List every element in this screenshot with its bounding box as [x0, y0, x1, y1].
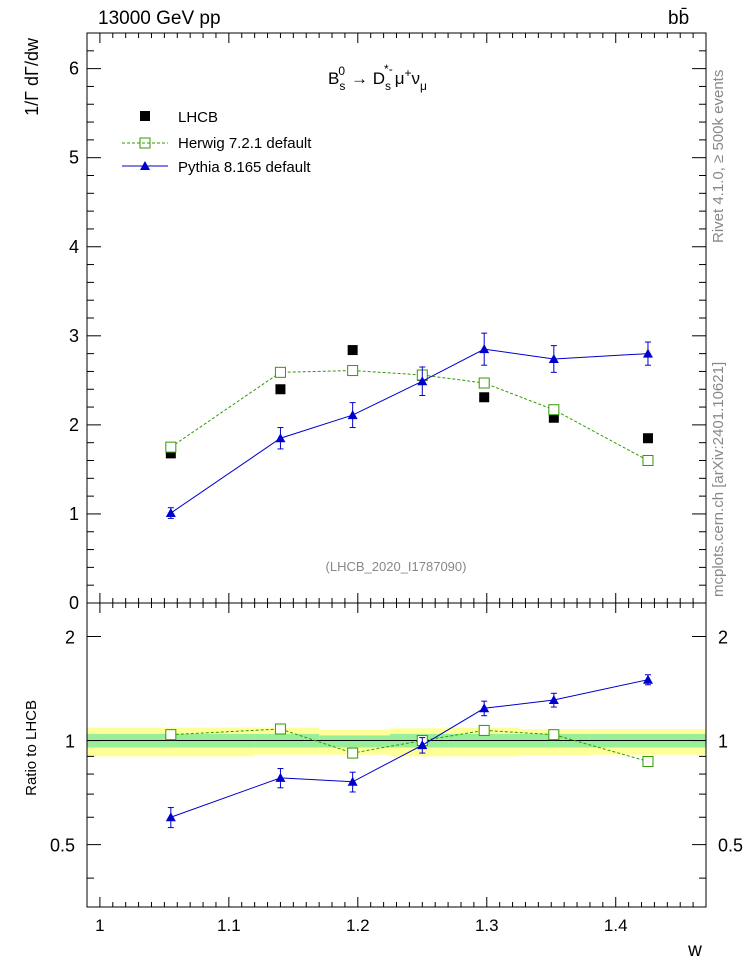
ratio-uncertainty-bands [87, 727, 706, 757]
legend-pythia-marker [140, 161, 150, 170]
main-lhcb-point [275, 384, 286, 395]
legend-herwig-marker [139, 137, 151, 149]
y-tick-label-ratio-right: 0.5 [718, 836, 743, 856]
y-tick-label-ratio: 0.5 [50, 836, 75, 856]
ratio-pythia-point [165, 812, 176, 822]
ratio-pythia-point [275, 772, 286, 782]
x-axis-label: w [687, 940, 702, 961]
main-lhcb-point [548, 412, 559, 423]
main-pythia-point [479, 344, 490, 354]
main-herwig-point [548, 404, 560, 416]
ratio-pythia-point [347, 776, 358, 786]
data-marks [165, 332, 654, 829]
main-lhcb-point [642, 433, 653, 444]
legend: LHCB Herwig 7.2.1 default Pythia 8.165 d… [122, 109, 312, 176]
y-tick-label-ratio: 1 [65, 732, 75, 752]
ratio-pythia-point [548, 695, 559, 705]
y-tick-label-main: 2 [69, 415, 79, 435]
y-tick-label-main: 4 [69, 237, 79, 257]
legend-lhcb-marker [140, 111, 150, 121]
energy-label: 13000 GeV pp [98, 8, 221, 29]
legend-herwig-label: Herwig 7.2.1 default [178, 135, 312, 152]
y-tick-label-ratio: 2 [65, 627, 75, 647]
ratio-herwig-point [642, 755, 654, 767]
x-tick-label: 1.4 [604, 916, 628, 935]
main-lhcb-point [479, 392, 490, 403]
main-pythia-point [165, 508, 176, 518]
legend-lhcb-label: LHCB [178, 109, 218, 126]
main-herwig-point [165, 441, 177, 453]
ratio-herwig-point [548, 729, 560, 741]
x-tick-label: 1.3 [475, 916, 499, 935]
main-lhcb-point [165, 448, 176, 459]
y-tick-label-main: 3 [69, 326, 79, 346]
main-pythia-point [275, 433, 286, 443]
main-herwig-point [274, 366, 286, 378]
y-tick-label-ratio-right: 2 [718, 627, 728, 647]
process-label: bb̄ [668, 8, 690, 29]
y-tick-label-main: 1 [69, 504, 79, 524]
y-axis-label-ratio: Ratio to LHCB [23, 700, 40, 796]
legend-pythia-label: Pythia 8.165 default [178, 159, 311, 176]
analysis-watermark: (LHCB_2020_I1787090) [326, 559, 467, 574]
main-pythia-point [642, 348, 653, 358]
main-herwig-line [170, 370, 649, 461]
main-pythia-point [347, 410, 358, 420]
main-pythia-point [417, 376, 428, 386]
ratio-herwig-point [347, 747, 359, 759]
y-axis-label-main: 1/Γ dΓ/dw [22, 37, 42, 116]
y-tick-label-main: 0 [69, 593, 79, 613]
x-tick-label: 1.2 [346, 916, 370, 935]
ratio-herwig-point [165, 729, 177, 741]
main-herwig-point [642, 455, 654, 466]
y-tick-label-ratio-right: 1 [718, 732, 728, 752]
plot-title: Bs0 → Ds*- μ+νμ [328, 62, 427, 93]
ratio-pythia-point [417, 740, 428, 750]
y-tick-label-main: 6 [69, 59, 79, 79]
y-tick-label-main: 5 [69, 148, 79, 168]
main-herwig-point [478, 377, 490, 389]
ratio-band-inner [319, 735, 391, 748]
main-pythia-point [548, 353, 559, 363]
x-tick-label: 1.1 [217, 916, 241, 935]
x-tick-label: 1 [95, 916, 104, 935]
ratio-pythia-point [642, 674, 653, 684]
ratio-pythia-point [479, 703, 490, 713]
axes: 1 1.1 1.2 1.3 1.4 0 1 2 3 4 5 6 0.5 0.5 1 1 2 2 [50, 32, 743, 935]
ratio-herwig-point [478, 724, 490, 736]
main-herwig-point [347, 365, 359, 377]
main-lhcb-point [347, 345, 358, 356]
ratio-herwig-point [274, 723, 286, 735]
